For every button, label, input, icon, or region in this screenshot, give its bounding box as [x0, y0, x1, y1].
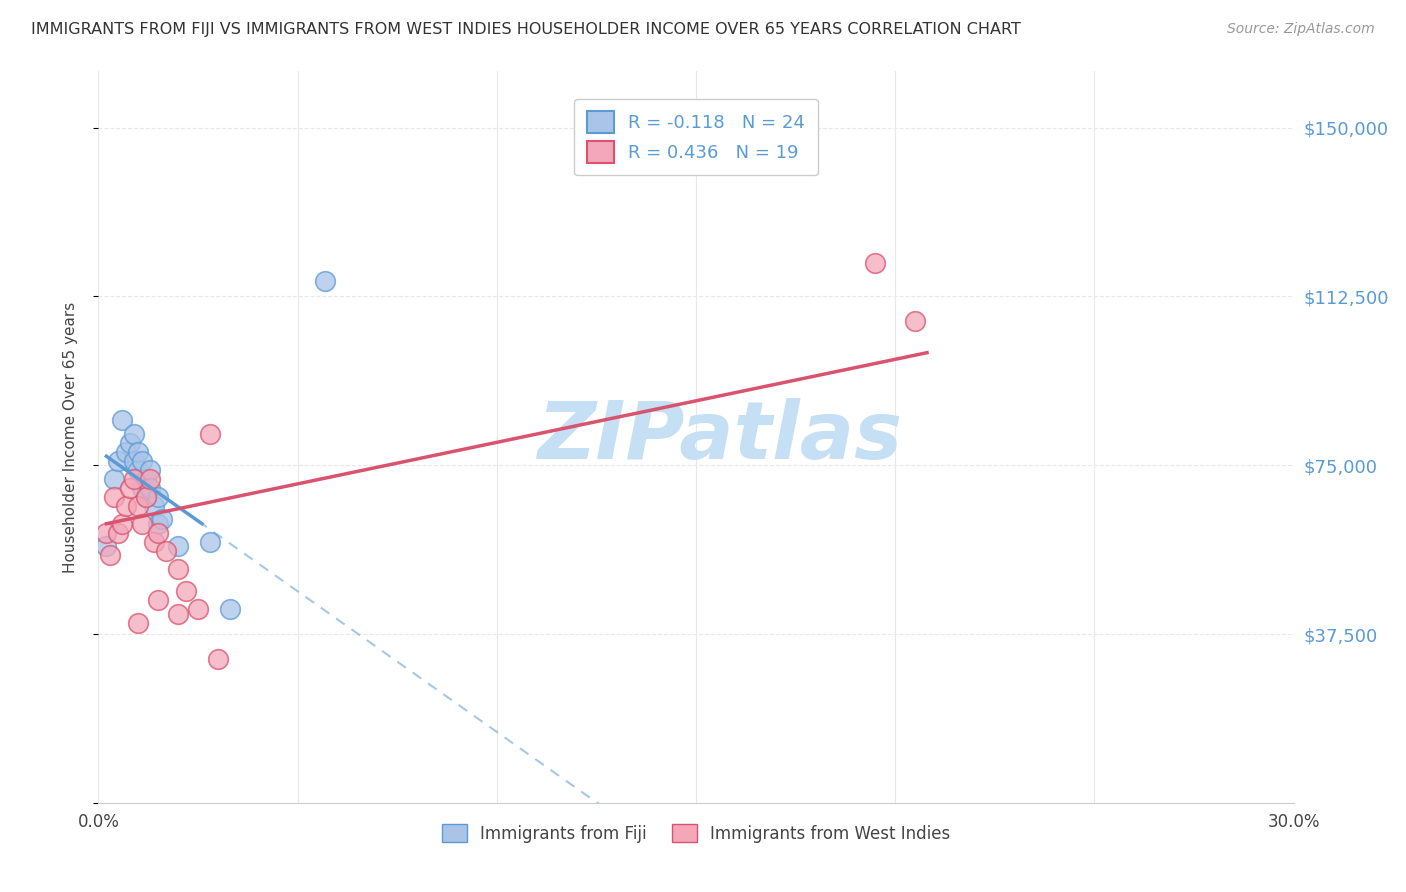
Point	[167, 539, 190, 553]
Point	[198, 534, 221, 549]
Point	[143, 534, 166, 549]
Point	[127, 444, 149, 458]
Point	[135, 490, 157, 504]
Point	[143, 499, 166, 513]
Point	[98, 548, 122, 562]
Point	[111, 413, 134, 427]
Point	[131, 481, 153, 495]
Point	[124, 472, 146, 486]
Point	[219, 602, 242, 616]
Point	[904, 314, 927, 328]
Point	[139, 463, 162, 477]
Point	[139, 481, 162, 495]
Y-axis label: Householder Income Over 65 years: Householder Income Over 65 years	[63, 301, 77, 573]
Text: ZIPatlas: ZIPatlas	[537, 398, 903, 476]
Point	[148, 516, 170, 531]
Point	[131, 453, 153, 467]
Point	[115, 444, 138, 458]
Point	[865, 255, 887, 269]
Point	[139, 472, 162, 486]
Point	[174, 584, 197, 599]
Point	[127, 463, 149, 477]
Point	[111, 516, 134, 531]
Point	[315, 274, 337, 288]
Point	[148, 593, 170, 607]
Point	[198, 426, 221, 441]
Point	[107, 525, 129, 540]
Text: IMMIGRANTS FROM FIJI VS IMMIGRANTS FROM WEST INDIES HOUSEHOLDER INCOME OVER 65 Y: IMMIGRANTS FROM FIJI VS IMMIGRANTS FROM …	[31, 22, 1021, 37]
Point	[127, 499, 149, 513]
Point	[131, 516, 153, 531]
Point	[120, 435, 142, 450]
Point	[135, 472, 157, 486]
Point	[127, 615, 149, 630]
Point	[96, 539, 118, 553]
Point	[207, 652, 229, 666]
Point	[167, 562, 190, 576]
Point	[135, 490, 157, 504]
Point	[115, 499, 138, 513]
Point	[187, 602, 209, 616]
Point	[124, 426, 146, 441]
Point	[167, 607, 190, 621]
Point	[155, 543, 177, 558]
Point	[103, 472, 125, 486]
Point	[96, 525, 118, 540]
Text: Source: ZipAtlas.com: Source: ZipAtlas.com	[1227, 22, 1375, 37]
Point	[124, 453, 146, 467]
Point	[103, 490, 125, 504]
Legend: Immigrants from Fiji, Immigrants from West Indies: Immigrants from Fiji, Immigrants from We…	[434, 818, 957, 849]
Point	[148, 525, 170, 540]
Point	[148, 490, 170, 504]
Point	[120, 481, 142, 495]
Point	[150, 512, 173, 526]
Point	[107, 453, 129, 467]
